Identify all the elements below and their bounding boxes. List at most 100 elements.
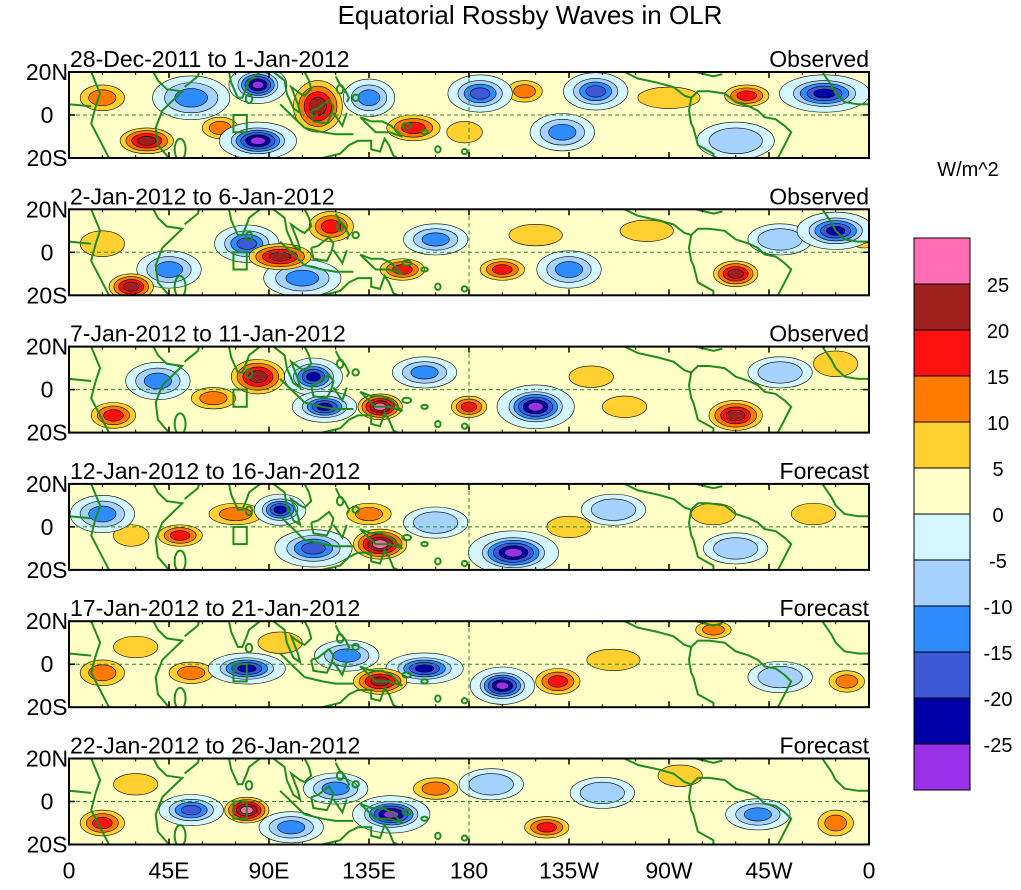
coastline: [272, 483, 313, 528]
coastline: [624, 758, 692, 786]
coastline: [322, 685, 399, 708]
island: [173, 686, 187, 708]
coastline: [279, 103, 306, 129]
coastline: [624, 209, 692, 237]
y-tick-label: 20S: [27, 557, 68, 583]
coastline: [69, 515, 92, 520]
coastlines: [69, 758, 869, 845]
x-tick-label: 0: [63, 858, 76, 884]
coastline: [183, 621, 201, 638]
island: [460, 422, 469, 430]
colorbar-swatch: [913, 421, 971, 469]
y-tick-label: 0: [41, 514, 54, 540]
coastline: [624, 621, 692, 648]
anomaly-contour: [414, 664, 435, 673]
anomaly-contour: [548, 123, 577, 141]
colorbar-swatch: [913, 605, 971, 653]
colorbar-swatch: [913, 375, 971, 423]
coastline: [359, 665, 403, 687]
panel-2: 20N 0 20S 2-Jan-2012 to 6-Jan-2012 Observed: [26, 183, 870, 308]
coastline: [332, 386, 348, 403]
anomaly-contour: [88, 89, 117, 107]
coastline: [690, 227, 793, 296]
y-tick-label: 20N: [26, 471, 68, 497]
coastline: [690, 90, 793, 158]
island: [244, 230, 254, 242]
panel-period-label: 2-Jan-2012 to 6-Jan-2012: [70, 183, 335, 209]
coastline: [272, 72, 313, 116]
anomaly-contour: [321, 219, 342, 234]
colorbar-swatch: [913, 513, 971, 561]
anomaly-contour: [727, 269, 744, 279]
coastline: [152, 483, 185, 570]
y-tick-label: 0: [41, 651, 54, 677]
island: [460, 697, 469, 705]
island: [351, 642, 360, 652]
island: [173, 549, 187, 570]
coastline: [334, 350, 351, 378]
anomaly-contour: [88, 664, 117, 682]
panel-kind-label: Observed: [769, 46, 869, 72]
coastline: [821, 72, 869, 106]
coastline: [322, 411, 399, 433]
y-tick-label: 20S: [27, 420, 68, 446]
coastline: [227, 209, 263, 237]
colorbar-swatch: [913, 697, 971, 745]
island: [335, 83, 345, 95]
anomaly-contour: [513, 84, 536, 99]
panels: 20N 0 20S 28-Dec-2011 to 1-Jan-2012 Observed…: [26, 46, 870, 858]
anomaly-contour: [413, 511, 459, 534]
panel-period-label: 22-Jan-2012 to 26-Jan-2012: [70, 733, 360, 759]
panel-6: 20N 0 20S 22-Jan-2012 to 26-Jan-2012 Forecas…: [26, 733, 870, 858]
anomaly-contour: [757, 666, 803, 689]
coastline: [334, 762, 351, 790]
coastline: [304, 126, 354, 136]
coastline: [272, 758, 313, 802]
coastline: [624, 346, 692, 374]
anomaly-contour: [137, 136, 157, 146]
island: [460, 147, 469, 156]
island: [460, 285, 469, 293]
coastline: [152, 621, 185, 708]
colorbar-swatch: [913, 651, 971, 699]
anomaly-field: [79, 764, 854, 844]
y-tick-label: 0: [41, 102, 54, 128]
island: [420, 129, 429, 136]
region-box: [232, 114, 248, 134]
coastline: [310, 373, 335, 400]
coastline: [695, 346, 723, 352]
coastline: [332, 524, 348, 540]
anomaly-contour: [547, 675, 569, 688]
coastline: [304, 813, 354, 822]
coastline: [310, 510, 335, 537]
coastline: [334, 487, 351, 515]
island: [420, 403, 429, 410]
coastline: [821, 758, 869, 792]
anomaly-contour: [273, 505, 287, 514]
anomaly-contour: [536, 822, 557, 833]
panel-period-label: 7-Jan-2012 to 11-Jan-2012: [70, 321, 346, 347]
anomaly-contour: [113, 773, 159, 796]
anomaly-contour: [181, 805, 202, 816]
panel-kind-label: Observed: [769, 321, 869, 347]
island: [351, 780, 360, 789]
y-tick-label: 20S: [27, 832, 68, 858]
figure-title: Equatorial Rossby Waves in OLR: [338, 0, 723, 30]
anomaly-contour: [579, 781, 625, 804]
anomaly-contour: [79, 230, 125, 257]
colorbar-swatch: [913, 283, 971, 331]
colorbar-swatch: [913, 559, 971, 607]
colorbar-tick-label: 15: [987, 367, 1009, 389]
x-tick-label: 135E: [342, 858, 396, 884]
anomaly-contour: [568, 365, 614, 388]
coastline: [690, 639, 793, 708]
y-tick-label: 20N: [26, 334, 68, 360]
island: [401, 259, 413, 267]
anomaly-contour: [757, 228, 803, 251]
x-tick-label: 90E: [249, 858, 290, 884]
coastline: [332, 661, 348, 678]
anomaly-contour: [508, 224, 563, 247]
anomaly-contour: [708, 127, 763, 155]
anomaly-contour: [726, 409, 746, 421]
coastline: [90, 758, 110, 845]
